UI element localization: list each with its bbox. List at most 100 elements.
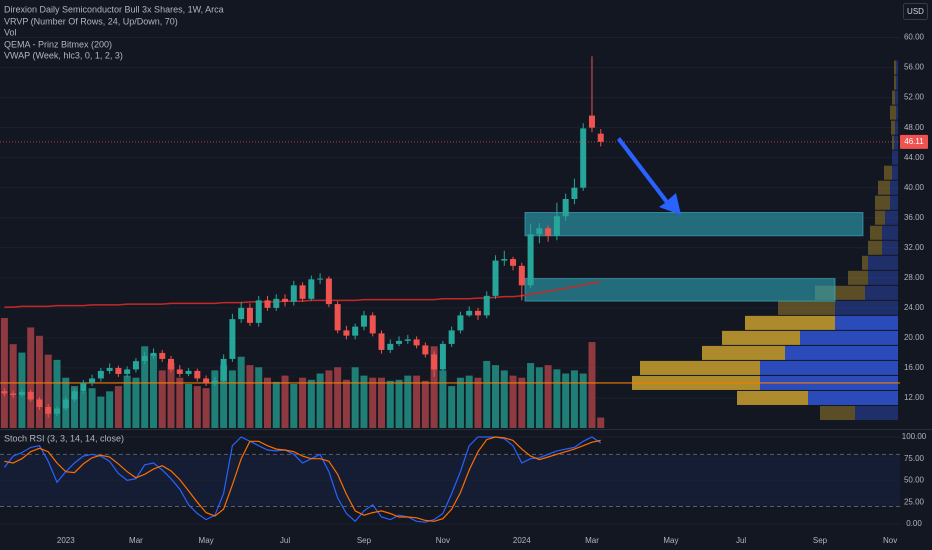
candle-body [536,228,543,235]
volume-bar [474,377,482,428]
candle-body [431,354,438,370]
last-price-badge [900,134,928,149]
volume-bar [220,365,228,428]
volume-bar [553,369,561,428]
profile-up [891,120,895,135]
candle-body [325,278,332,305]
volume-bar [448,386,456,428]
volume-bar [518,377,526,428]
zone-box [524,278,836,302]
volume-bar [114,386,122,428]
profile-up [884,165,892,180]
last-price-label: 46.11 [904,137,924,146]
volume-bar [71,386,79,428]
candle-body [571,187,578,199]
profile-up [878,180,890,195]
volume-bar [27,327,35,428]
volume-bar [404,375,412,428]
profile-down [760,360,898,375]
profile-down [896,105,898,120]
profile-up [737,390,808,405]
volume-bar [106,391,114,428]
volume-bar [0,318,8,428]
candle-body [580,128,587,188]
y-tick-label: 40.00 [904,183,925,192]
candle-body [588,115,595,128]
profile-up [892,135,894,150]
candle-body [124,369,131,374]
candle-body [378,333,385,350]
volume-bar [53,359,61,428]
candle-body [229,319,236,359]
volume-bar [535,367,543,428]
y-tick-label: 24.00 [904,303,925,312]
candle-body [89,378,96,383]
candle-body [10,393,17,395]
profile-up [894,60,896,75]
candle-body [545,228,552,236]
candle-body [290,285,297,302]
x-tick-label: Nov [436,536,450,545]
volume-bar [386,380,394,428]
y-tick-label: 20.00 [904,333,925,342]
profile-up [702,345,785,360]
volume-bar [263,377,271,428]
candle-body [115,367,122,374]
candle-body [457,315,464,331]
candle-body [54,408,61,414]
x-tick-label: Mar [585,536,599,545]
y-tick-label: 12.00 [904,393,925,402]
volume-bar [299,377,307,428]
profile-down [892,165,898,180]
profile-down [882,240,898,255]
volume-bar [430,346,438,428]
candle-body [211,380,218,383]
candle-body [448,330,455,344]
candle-body [168,358,175,370]
volume-bar [597,417,605,428]
candle-body [18,391,25,395]
volume-bar [439,370,447,428]
profile-up [640,360,760,375]
volume-bar [377,377,385,428]
profile-down [892,150,898,165]
volume-bar [132,377,140,428]
candle-body [282,298,289,302]
profile-up [870,225,882,240]
indicator-label: VRVP (Number Of Rows, 24, Up/Down, 70) [4,16,178,26]
volume-bar [167,363,175,428]
volume-bar [413,375,421,428]
volume-bar [88,388,96,428]
y-tick-label: 16.00 [904,363,925,372]
currency-box[interactable] [903,3,928,20]
volume-bar [141,346,149,428]
y-tick-label: 44.00 [904,153,925,162]
candle-body [387,343,394,350]
candle-body [106,367,113,371]
profile-up [745,315,835,330]
volume-bar [185,384,193,428]
profile-up [894,75,896,90]
candle-body [255,300,262,323]
volume-bar [509,375,517,428]
profile-down [895,90,898,105]
volume-bar [316,373,324,428]
x-tick-label: Jul [736,536,746,545]
candle-body [27,391,34,400]
profile-down [835,300,898,315]
stoch-tick-label: 75.00 [904,454,925,463]
profile-down [894,135,898,150]
volume-bar [395,379,403,428]
candle-body [439,343,446,370]
volume-bar [79,391,87,428]
candle-body [62,399,69,409]
x-tick-label: May [663,536,678,545]
volume-bar [35,335,43,428]
volume-bar [228,370,236,428]
profile-down [800,330,898,345]
volume-bar [351,367,359,428]
profile-down [868,255,898,270]
volume-bar [44,354,52,428]
indicator-label: QEMA - Prinz Bitmex (200) [4,39,112,49]
